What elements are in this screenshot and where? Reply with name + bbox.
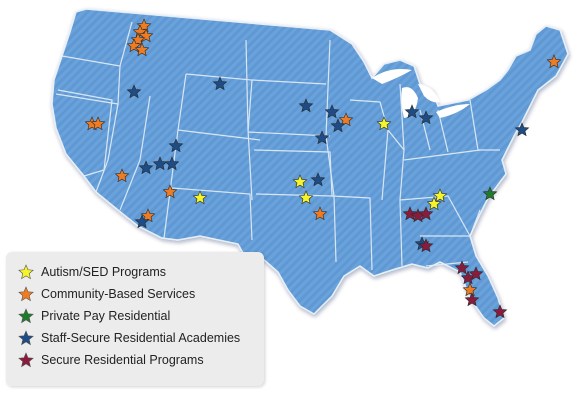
marker-staff[interactable] bbox=[404, 104, 420, 119]
marker-autism[interactable] bbox=[292, 174, 308, 189]
legend-label: Staff-Secure Residential Academies bbox=[41, 331, 241, 345]
marker-community[interactable] bbox=[90, 116, 106, 131]
marker-secure[interactable] bbox=[418, 238, 434, 253]
legend-label: Autism/SED Programs bbox=[41, 265, 167, 279]
marker-staff[interactable] bbox=[164, 156, 180, 171]
star-green-icon bbox=[18, 308, 34, 324]
marker-staff[interactable] bbox=[134, 214, 150, 229]
star-navy-icon bbox=[18, 330, 34, 346]
marker-staff[interactable] bbox=[324, 104, 340, 119]
marker-staff[interactable] bbox=[138, 160, 154, 175]
us-land bbox=[51, 8, 569, 327]
marker-community[interactable] bbox=[140, 208, 156, 223]
marker-private[interactable] bbox=[482, 186, 498, 201]
star-orange-icon bbox=[18, 286, 34, 302]
legend: Autism/SED Programs Community-Based Serv… bbox=[6, 252, 264, 386]
legend-item-staff: Staff-Secure Residential Academies bbox=[18, 328, 240, 348]
marker-community[interactable] bbox=[162, 184, 178, 199]
marker-staff[interactable] bbox=[514, 122, 530, 137]
marker-autism[interactable] bbox=[298, 190, 314, 205]
marker-community[interactable] bbox=[338, 112, 354, 127]
legend-item-community: Community-Based Services bbox=[18, 284, 195, 304]
marker-secure[interactable] bbox=[492, 304, 508, 319]
legend-label: Private Pay Residential bbox=[41, 309, 171, 323]
marker-staff[interactable] bbox=[168, 138, 184, 153]
marker-autism[interactable] bbox=[432, 188, 448, 203]
marker-staff[interactable] bbox=[330, 118, 346, 133]
state-borders bbox=[55, 21, 500, 271]
marker-secure[interactable] bbox=[402, 206, 418, 221]
legend-label: Community-Based Services bbox=[41, 287, 196, 301]
marker-staff[interactable] bbox=[310, 172, 326, 187]
marker-community[interactable] bbox=[462, 282, 478, 297]
marker-staff[interactable] bbox=[298, 98, 314, 113]
marker-autism[interactable] bbox=[192, 190, 208, 205]
legend-item-autism: Autism/SED Programs bbox=[18, 262, 166, 282]
star-yellow-icon bbox=[18, 264, 34, 280]
marker-community[interactable] bbox=[114, 168, 130, 183]
marker-community[interactable] bbox=[546, 54, 562, 69]
marker-staff[interactable] bbox=[126, 84, 142, 99]
legend-item-private: Private Pay Residential bbox=[18, 306, 170, 326]
marker-staff[interactable] bbox=[212, 76, 228, 91]
marker-community[interactable] bbox=[312, 206, 328, 221]
marker-secure[interactable] bbox=[454, 260, 470, 275]
marker-autism[interactable] bbox=[376, 116, 392, 131]
marker-secure[interactable] bbox=[468, 266, 484, 281]
legend-item-secure: Secure Residential Programs bbox=[18, 350, 204, 370]
marker-autism[interactable] bbox=[426, 196, 442, 211]
program-markers bbox=[84, 18, 562, 319]
marker-secure[interactable] bbox=[464, 292, 480, 307]
legend-label: Secure Residential Programs bbox=[41, 353, 204, 367]
marker-community[interactable] bbox=[134, 42, 150, 57]
marker-staff[interactable] bbox=[418, 110, 434, 125]
star-maroon-icon bbox=[18, 352, 34, 368]
marker-staff[interactable] bbox=[314, 130, 330, 145]
marker-secure[interactable] bbox=[418, 206, 434, 221]
